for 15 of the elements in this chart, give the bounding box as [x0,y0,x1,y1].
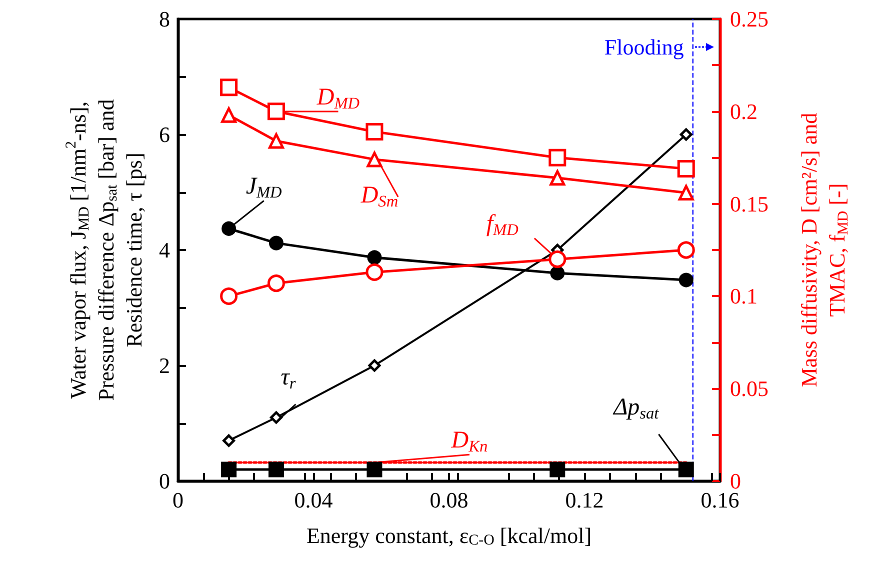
y2-tick-label: 0.15 [730,191,768,216]
y-tick-label: 4 [159,238,170,262]
x-tick-label: 0.08 [430,488,468,512]
y2-tick-label: 0.1 [730,284,758,309]
y2-tick-label: 0.2 [730,98,758,124]
y-tick-label: 0 [159,468,170,494]
y-tick-label: 6 [159,122,170,147]
ref-line-label: Flooding [604,34,684,60]
x-tick-label: 0.12 [565,488,604,512]
x-tick-label: 0.04 [294,488,333,512]
y2-tick-label: 0.05 [730,376,768,402]
y2-tick-label: 0.25 [730,6,768,32]
y-tick-label: 8 [159,6,170,32]
x-axis-title: Energy constant, εC-O [kcal/mol] [306,522,592,548]
y-tick-label: 2 [159,353,170,378]
